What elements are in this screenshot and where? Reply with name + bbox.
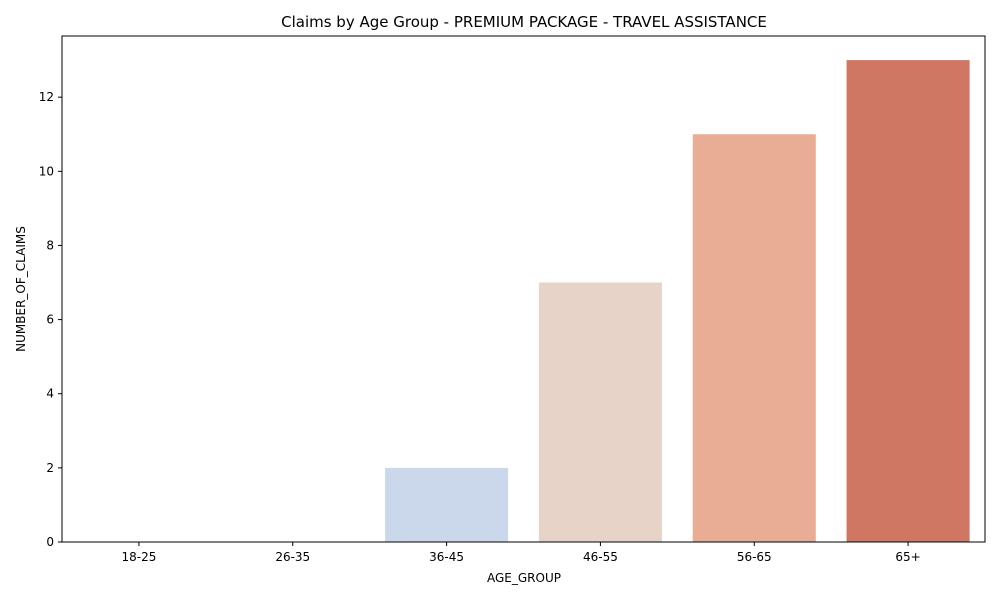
x-tick-label: 26-35	[275, 550, 310, 564]
x-axis: 18-25 26-35 36-45 46-55 56-65 65+	[121, 542, 921, 564]
bar-46-55	[538, 282, 662, 542]
bar-56-65	[692, 134, 816, 542]
x-tick-label: 65+	[895, 550, 920, 564]
bar-65+	[846, 60, 970, 542]
x-axis-label: AGE_GROUP	[487, 571, 561, 585]
y-axis: 0 2 4 6 8 10 12	[39, 90, 62, 549]
y-tick-label: 10	[39, 164, 54, 178]
x-tick-label: 36-45	[429, 550, 464, 564]
plot-frame	[61, 35, 986, 543]
y-tick-label: 0	[46, 535, 54, 549]
x-tick-label: 46-55	[583, 550, 618, 564]
bars-group	[385, 60, 970, 542]
x-tick-label: 18-25	[121, 550, 156, 564]
bar-36-45	[385, 467, 509, 542]
y-tick-label: 8	[46, 238, 54, 252]
y-tick-label: 2	[46, 461, 54, 475]
x-tick-label: 56-65	[737, 550, 772, 564]
chart-title: Claims by Age Group - PREMIUM PACKAGE - …	[281, 13, 767, 31]
y-tick-label: 12	[39, 90, 54, 104]
y-axis-label: NUMBER_OF_CLAIMS	[14, 226, 28, 352]
y-tick-label: 6	[46, 313, 54, 327]
y-tick-label: 4	[46, 387, 54, 401]
